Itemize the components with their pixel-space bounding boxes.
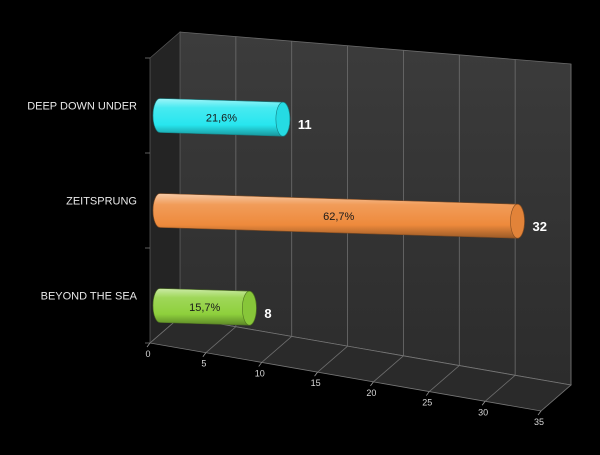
tick-mark <box>537 410 542 416</box>
bar-cap <box>242 290 257 326</box>
bar-cap <box>275 101 291 137</box>
value-label: 11 <box>298 117 312 132</box>
floor-gridline <box>484 374 516 402</box>
x-tick-label: 20 <box>366 388 376 398</box>
percent-label: 21,6% <box>206 112 237 124</box>
tick-mark <box>258 362 263 367</box>
category-label: DEEP DOWN UNDER <box>27 101 137 113</box>
category-label: ZEITSPRUNG <box>66 196 137 208</box>
percent-label: 62,7% <box>323 211 354 223</box>
gridlines <box>149 36 572 412</box>
tick-mark <box>425 391 430 396</box>
floor-gridline <box>429 365 460 392</box>
x-tick-label: 15 <box>311 378 321 388</box>
tick-mark <box>202 352 207 357</box>
tick-mark <box>314 371 318 377</box>
floor-gridline <box>317 345 348 373</box>
x-tick-label: 25 <box>422 398 432 408</box>
x-tick-label: 35 <box>534 417 544 427</box>
category-label: BEYOND THE SEA <box>41 291 138 303</box>
bar-deep-down-under: 21,6% 11 <box>152 98 312 137</box>
value-label: 8 <box>264 306 271 321</box>
bar-cap <box>510 203 525 239</box>
tick-mark <box>146 342 151 348</box>
tick-mark <box>481 401 486 406</box>
x-tick-label: 10 <box>255 368 265 378</box>
bar-beyond-the-sea: 15,7% 8 <box>152 288 272 326</box>
percent-label: 15,7% <box>189 302 220 314</box>
floor-gridline <box>373 355 404 383</box>
bar-zeitsprung: 62,7% 32 <box>152 193 547 239</box>
category-axis: DEEP DOWN UNDER ZEITSPRUNG BEYOND THE SEA <box>27 57 150 344</box>
x-tick-label: 30 <box>478 407 488 417</box>
x-axis-ticks: 0 5 10 15 20 25 30 35 <box>145 342 544 427</box>
bar-series: 21,6% 11 62,7% 32 15,7% 8 <box>152 98 547 326</box>
x-tick-label: 5 <box>201 359 206 369</box>
tick-mark <box>370 381 374 387</box>
floor-gridline <box>205 326 237 354</box>
value-label: 32 <box>532 219 546 234</box>
floor-gridline <box>540 384 572 412</box>
x-tick-label: 0 <box>145 349 150 359</box>
floor-gridline <box>261 336 292 363</box>
